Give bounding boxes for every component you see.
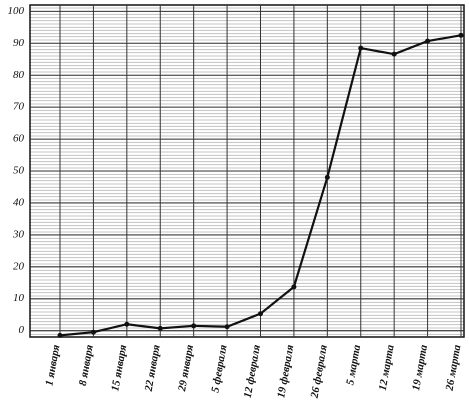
y-tick-label: 90	[13, 37, 25, 49]
point	[258, 311, 263, 317]
y-tick-label: 20	[13, 260, 25, 272]
y-tick-label: 60	[13, 133, 25, 145]
x-tick-label: 5 февраля	[209, 344, 229, 394]
x-tick-label: 22 января	[143, 344, 163, 394]
x-tick-label: 12 февраля	[242, 344, 263, 399]
x-tick-label: 26 февраля	[308, 344, 329, 400]
x-tick-label: 19 февраля	[275, 344, 296, 399]
point	[224, 324, 230, 330]
x-tick-label: 19 марта	[410, 343, 430, 391]
x-tick-label: 29 января	[176, 344, 196, 394]
point	[358, 45, 364, 51]
point	[425, 38, 431, 44]
y-tick-label: 30	[12, 228, 25, 240]
point	[90, 329, 96, 335]
point	[291, 284, 297, 290]
point	[458, 32, 464, 38]
x-tick-label: 15 января	[109, 344, 129, 393]
x-tick-label: 1 января	[43, 344, 62, 387]
y-tick-label: 100	[8, 5, 25, 17]
x-tick-label: 5 марта	[344, 343, 363, 386]
point	[391, 51, 397, 57]
point	[191, 323, 197, 329]
y-tick-label: 40	[13, 196, 25, 208]
point	[157, 325, 163, 331]
point	[324, 174, 330, 180]
point	[57, 332, 63, 338]
x-tick-label: 26 марта	[443, 343, 463, 392]
y-tick-label: 70	[13, 101, 25, 113]
point	[124, 321, 130, 327]
y-tick-label: 10	[13, 292, 25, 304]
y-tick-label: 80	[13, 69, 25, 81]
x-tick-label: 12 марта	[377, 343, 397, 391]
y-tick-label: 50	[13, 165, 25, 177]
x-tick-label: 8 января	[77, 344, 96, 387]
y-tick-label: 0	[19, 324, 25, 336]
